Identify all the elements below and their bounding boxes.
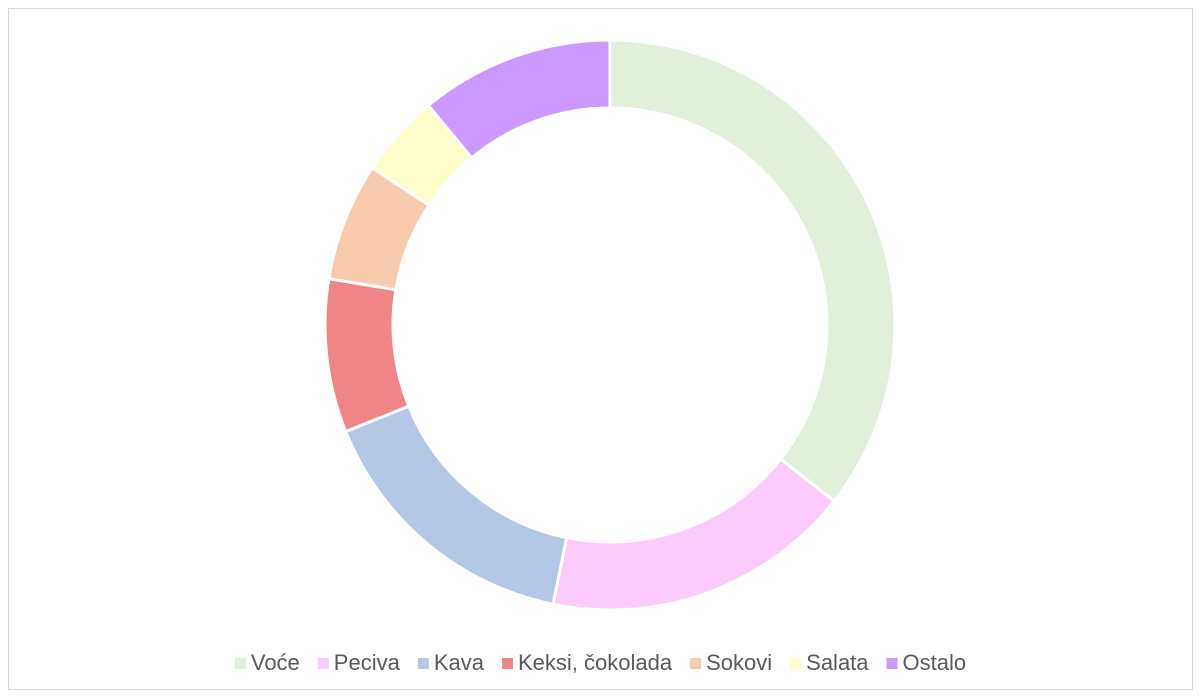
legend-swatch [502,658,514,669]
legend-label: Kava [434,650,485,675]
legend-label: Ostalo [903,650,967,675]
legend-swatch [317,658,329,669]
legend-swatch [886,658,898,669]
legend-label: Sokovi [706,650,772,675]
legend-swatch [790,658,802,669]
donut-slice [426,38,612,160]
legend-label: Keksi, čokolada [518,650,673,675]
donut-slice [608,38,897,504]
legend-label: Peciva [334,650,401,675]
legend-label: Voće [251,650,300,675]
legend-swatch [234,658,246,669]
legend-swatch [690,658,702,669]
legend-swatch [417,658,429,669]
legend-label: Salata [806,650,869,675]
